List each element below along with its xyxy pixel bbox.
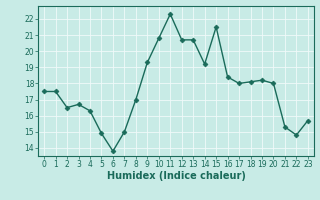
- X-axis label: Humidex (Indice chaleur): Humidex (Indice chaleur): [107, 171, 245, 181]
